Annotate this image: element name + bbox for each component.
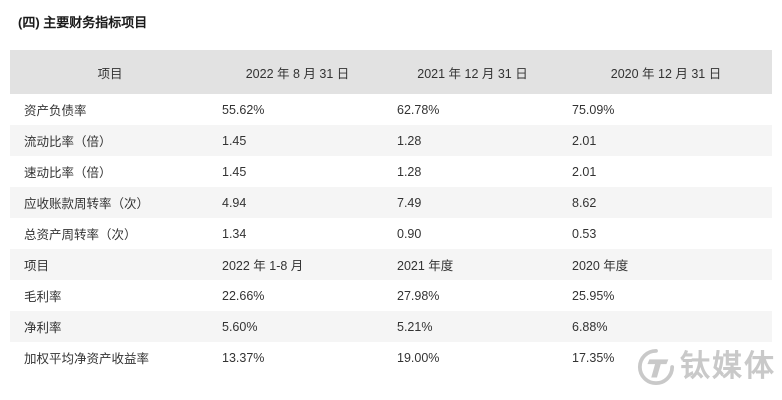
table-header: 项目 2022 年 8 月 31 日 2021 年 12 月 31 日 2020… [10,50,772,94]
table-header-row: 项目 2022 年 8 月 31 日 2021 年 12 月 31 日 2020… [10,50,772,94]
table-row: 净利率 5.60% 5.21% 6.88% [10,311,772,342]
table-cell: 27.98% [385,280,560,311]
table-cell: 2020 年度 [560,249,772,280]
table-body: 资产负债率 55.62% 62.78% 75.09% 流动比率（倍） 1.45 … [10,94,772,373]
table-cell: 75.09% [560,94,772,125]
table-row: 毛利率 22.66% 27.98% 25.95% [10,280,772,311]
row-label: 流动比率（倍） [10,125,210,156]
table-cell: 55.62% [210,94,385,125]
table-cell: 62.78% [385,94,560,125]
table-cell: 17.35% [560,342,772,373]
table-cell: 2.01 [560,156,772,187]
table-cell: 5.60% [210,311,385,342]
table-cell: 7.49 [385,187,560,218]
table-cell: 2022 年 1-8 月 [210,249,385,280]
row-label: 加权平均净资产收益率 [10,342,210,373]
table-cell: 1.45 [210,125,385,156]
table-cell: 5.21% [385,311,560,342]
table-row: 资产负债率 55.62% 62.78% 75.09% [10,94,772,125]
table-cell: 8.62 [560,187,772,218]
header-cell-date-2022: 2022 年 8 月 31 日 [210,50,385,94]
table-cell: 22.66% [210,280,385,311]
table-cell: 19.00% [385,342,560,373]
watermark: 钛媒体 [637,348,776,386]
table-cell: 6.88% [560,311,772,342]
row-label: 总资产周转率（次） [10,218,210,249]
table-cell: 25.95% [560,280,772,311]
row-label: 项目 [10,249,210,280]
header-cell-date-2021: 2021 年 12 月 31 日 [385,50,560,94]
table-row: 总资产周转率（次） 1.34 0.90 0.53 [10,218,772,249]
financial-indicators-table: 项目 2022 年 8 月 31 日 2021 年 12 月 31 日 2020… [10,50,772,373]
section-title: (四) 主要财务指标项目 [18,15,148,30]
table-cell: 1.28 [385,125,560,156]
table-cell: 2.01 [560,125,772,156]
row-label: 速动比率（倍） [10,156,210,187]
table-row: 加权平均净资产收益率 13.37% 19.00% 17.35% [10,342,772,373]
table-cell: 1.28 [385,156,560,187]
table-cell: 1.34 [210,218,385,249]
table-row: 应收账款周转率（次） 4.94 7.49 8.62 [10,187,772,218]
table-cell: 1.45 [210,156,385,187]
row-label: 净利率 [10,311,210,342]
table-row: 流动比率（倍） 1.45 1.28 2.01 [10,125,772,156]
table-cell: 0.90 [385,218,560,249]
watermark-text: 钛媒体 [680,350,776,383]
row-label: 资产负债率 [10,94,210,125]
table-subheader-row: 项目 2022 年 1-8 月 2021 年度 2020 年度 [10,249,772,280]
table-cell: 2021 年度 [385,249,560,280]
table-cell: 4.94 [210,187,385,218]
table-cell: 0.53 [560,218,772,249]
tmtpost-logo-icon [637,348,675,386]
table-cell: 13.37% [210,342,385,373]
header-cell-date-2020: 2020 年 12 月 31 日 [560,50,772,94]
row-label: 毛利率 [10,280,210,311]
header-cell-item: 项目 [10,50,210,94]
table-row: 速动比率（倍） 1.45 1.28 2.01 [10,156,772,187]
row-label: 应收账款周转率（次） [10,187,210,218]
